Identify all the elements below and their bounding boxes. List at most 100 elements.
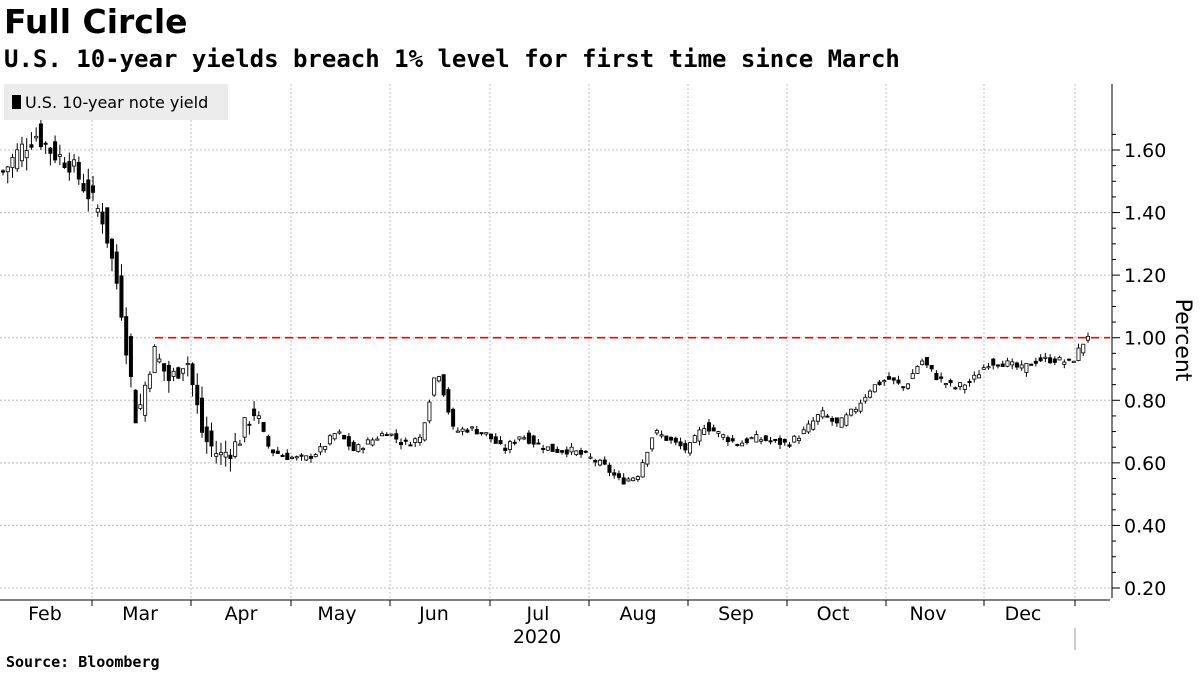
candle-body: [489, 433, 494, 440]
candle-body: [209, 430, 214, 447]
x-axis: Feb Mar Apr May Jun Jul Aug Sep Oct Nov Dec: [0, 599, 1110, 650]
candle-body: [948, 380, 953, 384]
candle-body: [81, 183, 86, 192]
y-tick-label: 1.00: [1124, 328, 1166, 350]
candle-body: [962, 384, 967, 390]
candle-body: [806, 423, 811, 433]
candle-body: [844, 414, 849, 426]
candle-body: [181, 368, 186, 374]
candle-body: [266, 436, 271, 447]
candle-body: [583, 450, 588, 453]
candle-body: [920, 360, 925, 365]
candle-body: [868, 390, 873, 398]
candle-body: [308, 456, 313, 459]
candle-body: [195, 384, 200, 406]
candle-body: [725, 437, 730, 443]
candle-body: [1010, 361, 1015, 366]
candle-body: [972, 374, 977, 380]
candle-body: [735, 443, 740, 447]
candle-body: [455, 430, 460, 433]
candle-body: [560, 450, 565, 453]
candle-body: [778, 438, 783, 445]
candle-body: [280, 455, 285, 458]
candle-body: [896, 379, 901, 384]
candle-body: [1076, 347, 1081, 361]
x-tick-label: Apr: [225, 603, 258, 625]
y-tick-label: 0.20: [1124, 578, 1166, 600]
candle-body: [697, 429, 702, 442]
candle-body: [517, 436, 522, 440]
x-tick-label: Dec: [1005, 603, 1042, 625]
candle-body: [915, 366, 920, 374]
candle-body: [1052, 358, 1057, 363]
candle-body: [664, 435, 669, 441]
candle-body: [1038, 357, 1043, 362]
candle-body: [891, 377, 896, 381]
candle-body: [62, 162, 67, 168]
candle-body: [754, 434, 759, 443]
candle-body: [901, 386, 906, 389]
candle-body: [346, 436, 351, 447]
candle-body: [849, 408, 854, 416]
x-tick-label: May: [317, 603, 356, 625]
candle-body: [659, 434, 664, 437]
candle-body: [1033, 360, 1038, 364]
candle-body: [10, 157, 15, 169]
candle-body: [967, 380, 972, 383]
y-tick-label: 0.40: [1124, 515, 1166, 537]
candle-body: [612, 472, 617, 476]
candle-body: [721, 434, 726, 438]
grid-lines: [0, 84, 1110, 600]
y-tick-label: 1.40: [1124, 203, 1166, 225]
y-tick-label: 0.80: [1124, 390, 1166, 412]
x-tick-label: Oct: [817, 603, 850, 625]
candle-body: [57, 154, 62, 157]
candle-body: [237, 443, 242, 446]
candle-body: [143, 384, 148, 416]
y-tick-label: 1.20: [1124, 265, 1166, 287]
candle-body: [408, 444, 413, 447]
candle-body: [323, 446, 328, 450]
candlestick-series: [0, 118, 1091, 485]
candle-body: [811, 420, 816, 430]
candle-body: [1048, 357, 1053, 364]
candle-body: [24, 150, 29, 159]
candle-body: [436, 376, 441, 382]
candle-body: [493, 436, 498, 444]
candle-body: [432, 377, 437, 396]
candle-body: [91, 185, 96, 193]
candle-body: [801, 429, 806, 435]
candle-body: [53, 141, 58, 161]
candle-body: [943, 383, 948, 386]
candle-body: [830, 417, 835, 422]
candle-body: [1062, 361, 1067, 365]
candle-body: [332, 433, 337, 440]
candle-body: [607, 464, 612, 473]
candle-body: [422, 422, 427, 441]
candle-body: [138, 404, 143, 409]
chart-subtitle: U.S. 10-year yields breach 1% level for …: [4, 45, 900, 73]
candle-body: [15, 149, 20, 170]
x-tick-label: Jul: [526, 603, 550, 625]
candle-body: [716, 431, 721, 434]
candle-body: [256, 415, 261, 419]
candle-body: [503, 447, 508, 451]
candle-body: [910, 373, 915, 379]
candle-body: [157, 358, 162, 363]
candle-body: [616, 473, 621, 478]
candle-body: [1067, 358, 1072, 361]
candle-body: [678, 441, 683, 447]
candle-body: [531, 435, 536, 445]
candle-body: [882, 380, 887, 383]
candle-body: [261, 422, 266, 432]
candle-body: [1000, 363, 1005, 367]
candle-body: [152, 346, 157, 374]
candle-body: [939, 376, 944, 379]
candle-body: [100, 211, 105, 225]
candle-body: [958, 382, 963, 388]
candle-body: [166, 364, 171, 381]
candle-body: [929, 364, 934, 370]
candle-body: [474, 429, 479, 435]
candle-body: [924, 357, 929, 366]
